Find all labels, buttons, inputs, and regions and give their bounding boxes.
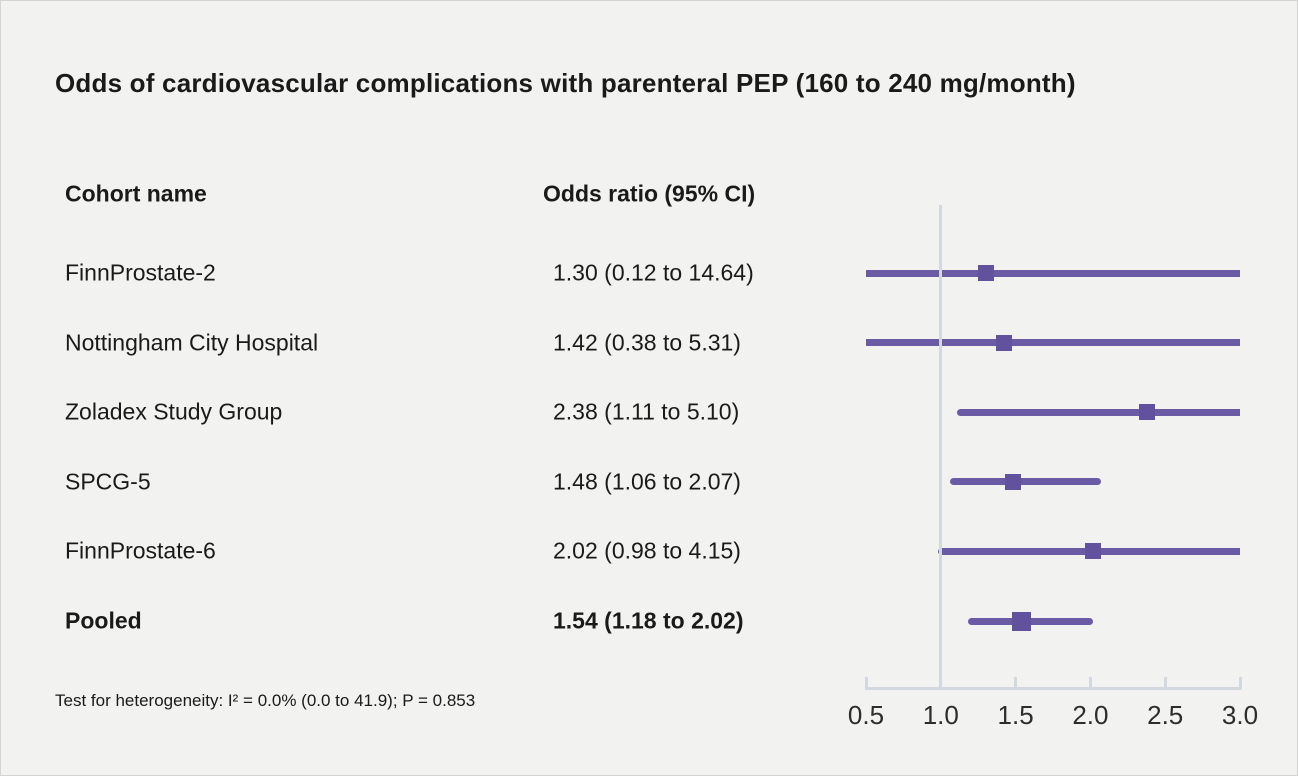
pooled-estimate-marker: [1012, 611, 1032, 631]
cohort-label: Zoladex Study Group: [65, 398, 283, 425]
or-point-marker: [1085, 543, 1102, 560]
or-point-marker: [995, 334, 1012, 351]
or-point-marker: [1139, 404, 1156, 421]
x-axis-tick: [1163, 677, 1167, 687]
heterogeneity-footnote: Test for heterogeneity: I² = 0.0% (0.0 t…: [55, 691, 476, 710]
x-axis-tick: [1014, 677, 1018, 687]
ci-line: [957, 408, 1240, 416]
x-axis-tick-label: 1.0: [922, 700, 959, 730]
or-point-marker: [977, 265, 994, 281]
odds-ratio-label: 2.38 (1.11 to 5.10): [553, 398, 740, 425]
x-axis-line: [864, 687, 1242, 690]
cohort-column-header: Cohort name: [65, 180, 207, 207]
x-axis-tick: [1088, 677, 1092, 687]
odds-ratio-label: 2.02 (0.98 to 4.15): [553, 537, 741, 564]
x-axis-tick-label: 0.5: [847, 700, 885, 730]
odds-ratio-label: 1.42 (0.38 to 5.31): [553, 329, 741, 356]
cohort-label: Nottingham City Hospital: [65, 329, 319, 356]
x-axis-tick: [864, 677, 868, 687]
odds-ratio-column-header: Odds ratio (95% CI): [543, 180, 756, 207]
odds-ratio-label: 1.54 (1.18 to 2.02): [553, 607, 744, 634]
cohort-label: SPCG-5: [65, 468, 151, 495]
chart-title: Odds of cardiovascular complications wit…: [55, 68, 1076, 98]
ci-line: [866, 269, 1240, 277]
x-axis-tick: [1238, 677, 1242, 687]
ci-line: [866, 339, 1240, 347]
cohort-label: Pooled: [65, 607, 142, 634]
ci-line: [949, 478, 1101, 486]
x-axis-tick-label: 2.0: [1072, 700, 1109, 730]
reference-line: [939, 205, 943, 690]
odds-ratio-label: 1.30 (0.12 to 14.64): [553, 259, 754, 286]
x-axis-tick-label: 2.5: [1147, 700, 1184, 730]
odds-ratio-label: 1.48 (1.06 to 2.07): [553, 468, 741, 495]
x-axis-tick-label: 1.5: [997, 700, 1034, 730]
x-axis-tick-label: 3.0: [1221, 700, 1259, 730]
or-point-marker: [1004, 473, 1021, 490]
cohort-label: FinnProstate-2: [65, 259, 216, 286]
cohort-label: FinnProstate-6: [65, 537, 216, 564]
